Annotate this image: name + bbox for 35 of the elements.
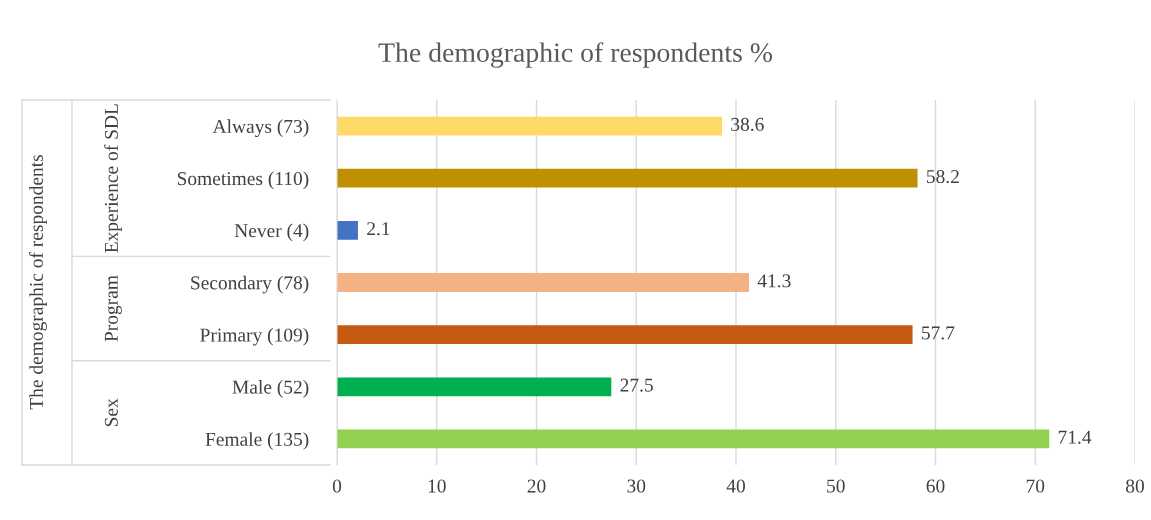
data-label: 38.6 — [731, 117, 764, 132]
data-label: 58.2 — [927, 169, 959, 184]
y-tick-label: Male (52) — [232, 380, 309, 398]
x-tick-label: 80 — [1126, 479, 1144, 493]
x-tick-label: 0 — [332, 479, 342, 493]
bar — [337, 220, 358, 240]
bar — [337, 168, 918, 188]
x-tick-label: 40 — [726, 479, 745, 493]
bar — [337, 429, 1050, 449]
text: The demographic of respondents — [29, 155, 47, 410]
bar — [337, 325, 913, 345]
text: Sex — [104, 398, 118, 427]
y-tick-label: Female (135) — [205, 432, 309, 450]
x-tick-label: 10 — [428, 479, 446, 493]
x-tick-label: 20 — [527, 479, 546, 493]
text: Experience of SDL — [104, 104, 122, 253]
data-label: 71.4 — [1058, 430, 1092, 444]
y-tick-label: Always (73) — [212, 119, 309, 138]
y-tick-label: Never (4) — [234, 223, 309, 242]
text: Program — [104, 275, 122, 342]
x-tick-label: 50 — [827, 479, 845, 493]
chart-title: The demographic of respondents % — [378, 42, 773, 68]
bar — [337, 273, 749, 292]
bar — [337, 116, 723, 136]
y-tick-label: Secondary (78) — [191, 275, 309, 294]
data-label: 57.7 — [922, 326, 955, 340]
data-label: 27.5 — [620, 378, 653, 392]
y-tick-label: Sometimes (110) — [177, 171, 309, 190]
x-tick-label: 70 — [1026, 479, 1045, 493]
x-tick-label: 30 — [627, 479, 646, 493]
data-label: 2.1 — [367, 222, 390, 236]
data-label: 41.3 — [757, 274, 791, 288]
y-tick-label: Primary (109) — [200, 327, 309, 346]
bar — [337, 377, 612, 397]
x-tick-label: 60 — [926, 479, 945, 493]
